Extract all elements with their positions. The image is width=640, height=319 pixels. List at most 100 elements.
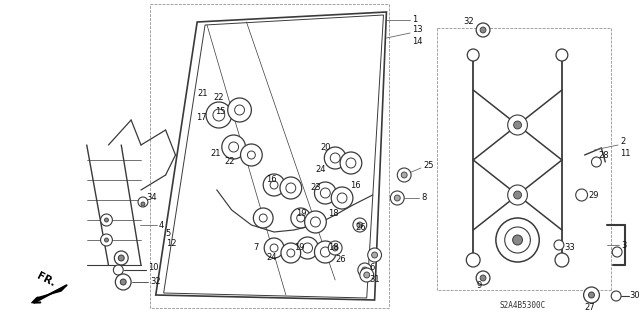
Circle shape — [235, 105, 244, 115]
Circle shape — [476, 271, 490, 285]
Circle shape — [584, 287, 600, 303]
Circle shape — [321, 247, 330, 257]
Text: 16: 16 — [350, 181, 360, 189]
Circle shape — [141, 202, 145, 206]
Circle shape — [253, 208, 273, 228]
Circle shape — [228, 142, 239, 152]
Text: 5: 5 — [166, 228, 171, 238]
Circle shape — [612, 247, 622, 257]
Text: 34: 34 — [146, 192, 157, 202]
Text: 11: 11 — [620, 150, 630, 159]
Circle shape — [222, 135, 246, 159]
Text: 12: 12 — [166, 239, 176, 248]
Circle shape — [280, 177, 301, 199]
Text: FR.: FR. — [35, 271, 57, 289]
Circle shape — [505, 227, 531, 253]
Circle shape — [554, 240, 564, 250]
Text: 16: 16 — [266, 175, 276, 184]
Text: 19: 19 — [294, 243, 304, 253]
Text: 15: 15 — [215, 108, 225, 116]
Circle shape — [556, 49, 568, 61]
Circle shape — [337, 193, 347, 203]
Circle shape — [332, 187, 353, 209]
Circle shape — [353, 218, 367, 232]
Text: 9: 9 — [477, 280, 482, 290]
Circle shape — [513, 235, 522, 245]
Circle shape — [314, 241, 336, 263]
Text: 26: 26 — [355, 224, 365, 233]
Text: 13: 13 — [412, 26, 422, 34]
Circle shape — [263, 174, 285, 196]
Circle shape — [332, 245, 338, 251]
Circle shape — [104, 218, 108, 222]
Circle shape — [115, 251, 128, 265]
Circle shape — [508, 185, 527, 205]
Circle shape — [340, 152, 362, 174]
Text: 22: 22 — [225, 158, 236, 167]
Text: 22: 22 — [213, 93, 223, 102]
Circle shape — [328, 241, 342, 255]
Circle shape — [264, 238, 284, 258]
Circle shape — [115, 274, 131, 290]
Circle shape — [286, 183, 296, 193]
Circle shape — [297, 237, 319, 259]
Circle shape — [394, 195, 400, 201]
Text: 18: 18 — [328, 243, 339, 253]
Text: 26: 26 — [335, 256, 346, 264]
Text: S2A4B5300C: S2A4B5300C — [499, 300, 546, 309]
Text: 3: 3 — [621, 241, 627, 249]
Circle shape — [358, 263, 372, 277]
Circle shape — [514, 191, 522, 199]
Circle shape — [303, 243, 312, 253]
Circle shape — [113, 265, 124, 275]
Text: 27: 27 — [584, 302, 595, 311]
Circle shape — [589, 292, 595, 298]
Circle shape — [357, 222, 363, 228]
Circle shape — [476, 23, 490, 37]
Text: 18: 18 — [328, 209, 339, 218]
Circle shape — [259, 214, 267, 222]
Polygon shape — [31, 286, 66, 303]
Text: 1: 1 — [412, 16, 417, 25]
Text: 30: 30 — [629, 292, 639, 300]
Circle shape — [330, 153, 340, 163]
Circle shape — [270, 181, 278, 189]
Circle shape — [611, 291, 621, 301]
Circle shape — [291, 208, 310, 228]
Text: 29: 29 — [589, 190, 599, 199]
Circle shape — [120, 279, 126, 285]
Circle shape — [228, 98, 252, 122]
Text: 2: 2 — [620, 137, 625, 146]
Circle shape — [321, 188, 330, 198]
Text: 4: 4 — [159, 220, 164, 229]
Circle shape — [206, 102, 232, 128]
Circle shape — [591, 157, 602, 167]
Circle shape — [287, 249, 295, 257]
Circle shape — [401, 172, 407, 178]
Circle shape — [314, 182, 336, 204]
Text: 24: 24 — [266, 254, 276, 263]
Circle shape — [104, 238, 108, 242]
Circle shape — [390, 191, 404, 205]
Text: 20: 20 — [321, 143, 331, 152]
Text: 32: 32 — [150, 278, 161, 286]
Text: 33: 33 — [564, 243, 575, 253]
Text: 25: 25 — [423, 160, 433, 169]
Circle shape — [241, 144, 262, 166]
Text: 6: 6 — [370, 263, 375, 272]
Text: 31: 31 — [370, 276, 380, 285]
Circle shape — [100, 234, 113, 246]
Circle shape — [138, 197, 148, 207]
Circle shape — [397, 168, 411, 182]
Circle shape — [508, 115, 527, 135]
Text: 21: 21 — [197, 88, 207, 98]
Text: 10: 10 — [148, 263, 158, 272]
Circle shape — [100, 214, 113, 226]
Text: 32: 32 — [463, 18, 474, 26]
Circle shape — [480, 275, 486, 281]
Circle shape — [346, 158, 356, 168]
Text: 17: 17 — [196, 114, 207, 122]
Text: 28: 28 — [598, 151, 609, 160]
Text: 19: 19 — [296, 209, 307, 218]
Circle shape — [576, 189, 588, 201]
